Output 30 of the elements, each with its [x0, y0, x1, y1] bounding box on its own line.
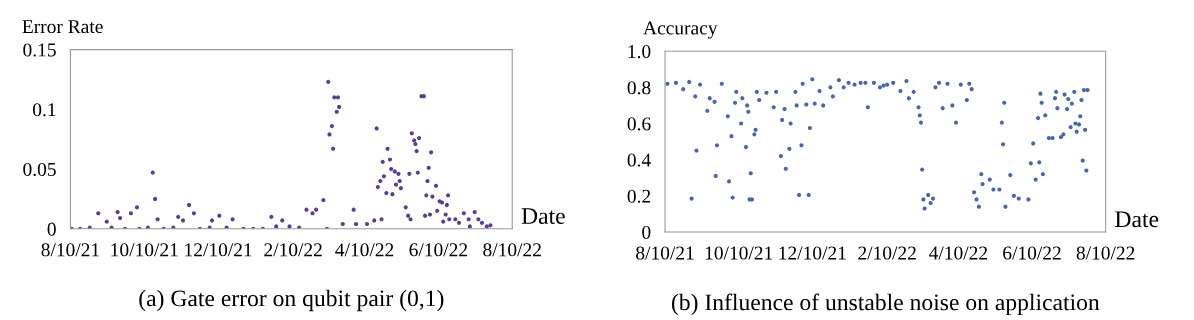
text: (b) Influence of unstable noise on application: [671, 293, 1100, 316]
y-tick-label: 0.15: [23, 43, 56, 57]
y-axis-title: Accuracy: [643, 21, 718, 39]
y-tick-label: 1.0: [628, 45, 651, 59]
x-tick-label: 2/10/22: [264, 243, 322, 257]
y-tick-label: 0.2: [627, 189, 651, 203]
y-tick-label: 0.6: [627, 117, 651, 131]
y-tick-label: 0.8: [627, 81, 651, 95]
text: (a) Gate error on qubit pair (0,1): [139, 289, 444, 312]
x-tick-label: 8/10/22: [483, 243, 541, 257]
x-tick-label: 10/10/21: [111, 243, 178, 257]
y-axis-title: Error Rate: [22, 20, 103, 34]
x-axis-title: Date: [521, 208, 565, 224]
x-tick-label: 10/10/21: [705, 246, 773, 260]
x-tick-label: 6/10/22: [409, 243, 468, 257]
x-tick-label: 2/10/22: [858, 246, 916, 260]
x-tick-label: 8/10/22: [1076, 246, 1135, 260]
y-tick-label: 0: [47, 222, 56, 236]
x-axis-title: Date: [1115, 211, 1159, 228]
x-tick-label: 8/10/21: [636, 246, 694, 260]
x-tick-label: 12/10/21: [779, 246, 846, 260]
x-tick-label: 8/10/21: [41, 243, 99, 257]
y-tick-label: 0.1: [32, 103, 56, 117]
y-tick-label: 0.05: [23, 162, 56, 177]
x-tick-label: 4/10/22: [929, 246, 988, 260]
x-tick-label: 4/10/22: [335, 243, 394, 257]
y-tick-label: 0: [642, 225, 651, 239]
x-tick-label: 6/10/22: [1003, 246, 1061, 260]
x-tick-label: 12/10/21: [185, 243, 252, 257]
y-tick-label: 0.4: [627, 153, 651, 167]
